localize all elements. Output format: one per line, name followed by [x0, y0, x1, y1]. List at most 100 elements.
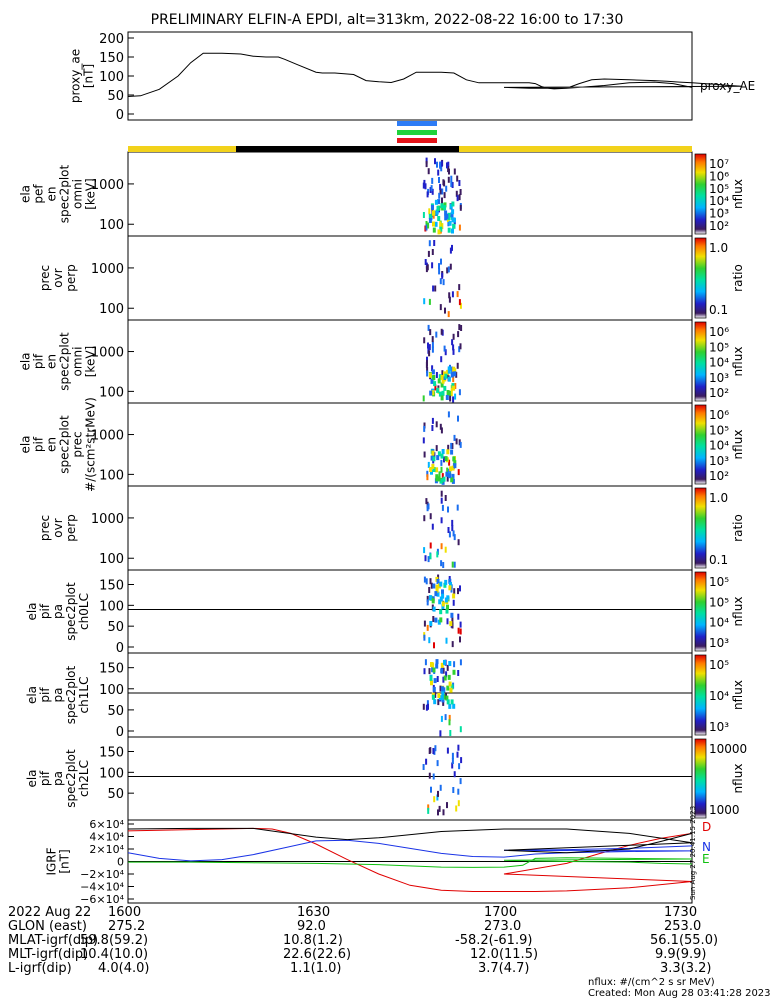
spectrogram-pixel-prec_ovr_perp_1: [449, 247, 452, 254]
spectrogram-pixel-elfin_a_pif_pa_spec2plot_ch0LC: [426, 599, 429, 606]
footer-ephemeris: 2022 Aug 22 1600 1630 1700 1730 GLON (ea…: [0, 905, 775, 1000]
ytick-label-elfin_a_pif_pa_spec2plot_ch1LC: 100: [99, 683, 124, 698]
spectrogram-pixel-elfin_a_pif_en_spec2plot_omni: [438, 391, 442, 397]
spectrogram-pixel-elfin_a_pif_en_spec2plot_omni: [447, 368, 451, 374]
spectrogram-pixel-elfin_a_pif_pa_spec2plot_ch0LC: [426, 595, 429, 602]
spectrogram-pixel-prec_ovr_perp_2: [451, 519, 454, 526]
footer-l-v2: 1.1(1.0): [290, 961, 342, 976]
spectrogram-pixel-elfin_a_pif_pa_spec2plot_ch0LC: [439, 617, 443, 623]
ytick-label-elfin_a_pef_en_spec2plot_omni: 100: [99, 218, 124, 233]
spectrogram-pixel-prec_ovr_perp_1: [451, 291, 454, 298]
spectrogram-pixel-prec_ovr_perp_2: [453, 561, 456, 568]
spectrogram-pixel-elfin_a_pif_pa_spec2plot_ch1LC: [440, 686, 444, 692]
spectrogram-pixel-elfin_a_pif_en_spec2plot_omni: [426, 370, 429, 377]
spectrogram-pixel-elfin_a_pif_en_spec2plot_omni: [430, 378, 434, 384]
colorbar-tick-elfin_a_pif_en_spec2plot_prec: 10⁶: [709, 408, 729, 422]
spectrogram-pixel-elfin_a_pif_en_spec2plot_prec: [453, 463, 457, 469]
spectrogram-pixel-elfin_a_pef_en_spec2plot_omni: [439, 188, 442, 195]
spectrogram-pixel-elfin_a_pef_en_spec2plot_omni: [447, 176, 450, 183]
colorbar-elfin_a_pif_pa_spec2plot_ch1LC: [694, 654, 707, 736]
spectrogram-pixel-elfin_a_pif_pa_spec2plot_ch1LC: [440, 662, 444, 668]
spectrogram-pixel-elfin_a_pif_en_spec2plot_omni: [452, 366, 456, 372]
colorbar-tick-elfin_a_pif_pa_spec2plot_ch0LC: 10⁴: [709, 616, 729, 630]
spectrogram-pixel-elfin_a_pif_pa_spec2plot_ch1LC: [432, 686, 436, 692]
spectrogram-pixel-prec_ovr_perp_2: [442, 562, 445, 568]
spectrogram-pixel-elfin_a_pif_pa_spec2plot_ch2LC: [422, 764, 425, 770]
spectrogram-pixel-elfin_a_pif_pa_spec2plot_ch0LC: [432, 616, 435, 622]
footer-mlt-v3: 12.0(11.5): [470, 947, 539, 962]
spectrogram-pixel-elfin_a_pif_en_spec2plot_prec: [452, 456, 456, 462]
spectrogram-pixel-prec_ovr_perp_1: [441, 272, 444, 279]
spectrogram-pixel-prec_ovr_perp_1: [449, 263, 452, 270]
spectrogram-pixel-elfin_a_pif_pa_spec2plot_ch1LC: [449, 687, 453, 693]
spectrogram-pixel-elfin_a_pif_pa_spec2plot_ch0LC: [426, 624, 429, 631]
spectrogram-pixel-elfin_a_pif_pa_spec2plot_ch2LC: [455, 805, 458, 812]
ytick-label-elfin_a_pif_pa_spec2plot_ch1LC: 0: [116, 725, 124, 740]
spectrogram-pixel-elfin_a_pif_en_spec2plot_prec: [448, 473, 452, 479]
spectrogram-pixel-elfin_a_pif_pa_spec2plot_ch1LC: [431, 666, 434, 673]
spectrogram-pixel-elfin_a_pif_pa_spec2plot_ch0LC: [435, 587, 439, 593]
panel-frame-prec_ovr_perp_2: [127, 485, 693, 571]
spectrogram-pixel-elfin_a_pif_en_spec2plot_prec: [440, 459, 443, 466]
ytick-label-elfin_a_pif_en_spec2plot_prec: 100: [99, 468, 124, 483]
spectrogram-pixel-prec_ovr_perp_2: [440, 497, 443, 504]
spectrogram-pixel-elfin_a_pif_pa_spec2plot_ch2LC: [432, 748, 435, 754]
spectrogram-pixel-elfin_a_pif_pa_spec2plot_ch2LC: [451, 752, 454, 759]
ylabel-prec_ovr_perp_1: precovrperp: [38, 264, 78, 292]
series-proxy-ae: [127, 52, 743, 97]
spectrogram-pixel-elfin_a_pef_en_spec2plot_omni: [445, 213, 449, 219]
spectrogram-pixel-elfin_a_pif_pa_spec2plot_ch1LC: [440, 695, 444, 701]
legend-proxy-ae: proxy_AE: [700, 79, 755, 93]
ytick-label-igrf: 6×10⁴: [89, 818, 124, 831]
spectrogram-pixel-prec_ovr_perp_2: [444, 546, 447, 553]
spectrogram-pixel-elfin_a_pef_en_spec2plot_omni: [456, 195, 459, 202]
spectrogram-pixel-prec_ovr_perp_2: [447, 527, 450, 533]
spectrogram-pixel-elfin_a_pif_pa_spec2plot_ch2LC: [451, 758, 454, 764]
spectrogram-pixel-prec_ovr_perp_2: [451, 561, 454, 568]
spectrogram-pixel-elfin_a_pif_en_spec2plot_omni: [453, 371, 457, 377]
spectrogram-pixel-elfin_a_pif_en_spec2plot_prec: [436, 455, 440, 461]
spectrogram-pixel-prec_ovr_perp_1: [433, 240, 436, 246]
colorbar-label-elfin_a_pif_pa_spec2plot_ch2LC: nflux: [731, 764, 745, 794]
spectrogram-pixel-elfin_a_pif_en_spec2plot_prec: [449, 466, 453, 472]
spectrogram-pixel-elfin_a_pef_en_spec2plot_omni: [442, 179, 445, 186]
spectrogram-pixel-elfin_a_pif_pa_spec2plot_ch2LC: [437, 790, 439, 797]
colorbar-tick-prec_ovr_perp_1: 1.0: [709, 241, 728, 255]
spectrogram-pixel-elfin_a_pif_en_spec2plot_prec: [435, 467, 439, 473]
spectrogram-pixel-elfin_a_pif_pa_spec2plot_ch1LC: [425, 704, 428, 711]
spectrogram-pixel-elfin_a_pif_pa_spec2plot_ch0LC: [436, 579, 440, 584]
ylabel-prec_ovr_perp_2: precovrperp: [38, 514, 78, 542]
spectrogram-pixel-prec_ovr_perp_1: [451, 244, 453, 251]
spectrogram-pixel-elfin_a_pif_pa_spec2plot_ch0LC: [445, 637, 448, 644]
ytick-label-elfin_a_pef_en_spec2plot_omni: 1000: [91, 178, 124, 193]
footer-mlt-v4: 9.9(9.9): [655, 947, 707, 962]
spectrogram-pixel-elfin_a_pif_pa_spec2plot_ch2LC: [457, 800, 460, 807]
colorbar-tick-elfin_a_pif_en_spec2plot_omni: 10³: [709, 371, 729, 385]
spectrogram-pixel-elfin_a_pif_pa_spec2plot_ch0LC: [459, 636, 461, 643]
footer-glon-v3: 273.0: [484, 919, 522, 934]
spectrogram-pixel-elfin_a_pif_en_spec2plot_prec: [432, 467, 436, 472]
spectrogram-pixel-elfin_a_pif_pa_spec2plot_ch0LC: [448, 578, 452, 584]
spectrogram-pixel-elfin_a_pif_pa_spec2plot_ch1LC: [443, 659, 446, 665]
spectrogram-pixel-elfin_a_pif_en_spec2plot_prec: [440, 427, 443, 434]
panel-frame-elfin_a_pef_en_spec2plot_omni: [127, 151, 693, 237]
spectrogram-pixel-elfin_a_pif_pa_spec2plot_ch1LC: [446, 699, 450, 705]
spectrogram-pixel-prec_ovr_perp_2: [453, 534, 456, 541]
spectrogram-pixel-elfin_a_pif_en_spec2plot_omni: [438, 374, 442, 380]
spectrogram-pixel-elfin_a_pef_en_spec2plot_omni: [422, 212, 425, 218]
footer-glon-v2: 92.0: [297, 919, 326, 934]
spectrogram-pixel-elfin_a_pif_en_spec2plot_prec: [431, 463, 435, 469]
footer-mlat-v3: -58.2(-61.9): [455, 933, 533, 948]
ytick-label-elfin_a_pif_pa_spec2plot_ch0LC: 0: [116, 641, 124, 656]
spectrogram-pixel-elfin_a_pif_en_spec2plot_prec: [445, 471, 449, 477]
spectrogram-pixel-elfin_a_pif_en_spec2plot_omni: [436, 387, 440, 393]
spectrogram-pixel-elfin_a_pef_en_spec2plot_omni: [440, 165, 443, 172]
panels-layer: [127, 31, 693, 904]
spectrogram-pixel-elfin_a_pif_pa_spec2plot_ch0LC: [449, 621, 453, 627]
spectrogram-pixel-elfin_a_pif_en_spec2plot_omni: [456, 362, 459, 369]
spectrogram-pixel-prec_ovr_perp_2: [457, 539, 460, 546]
spectrogram-pixel-elfin_a_pef_en_spec2plot_omni: [455, 190, 458, 197]
footer-l-v4: 3.3(3.2): [660, 961, 712, 976]
ytick-label-proxy-ae: 100: [99, 70, 124, 85]
spectrogram-pixel-elfin_a_pif_pa_spec2plot_ch1LC: [439, 730, 442, 737]
